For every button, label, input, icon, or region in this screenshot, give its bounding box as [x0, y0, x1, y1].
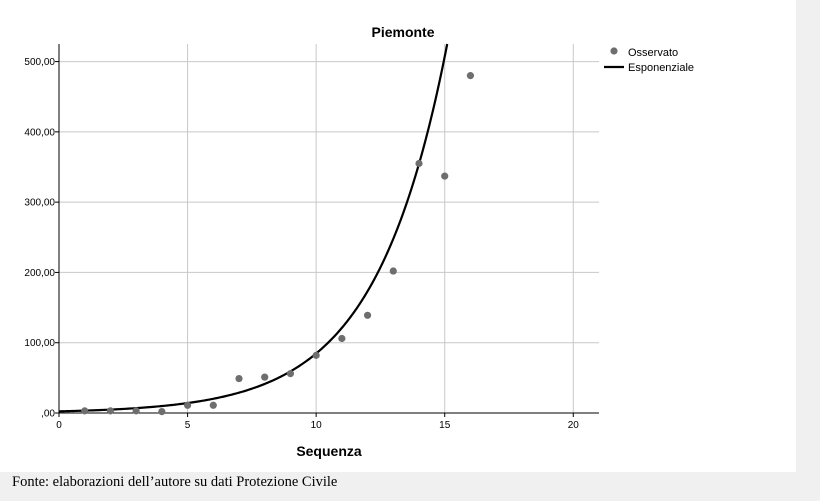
y-tick-label: ,00: [41, 409, 55, 420]
y-tick-label: 500,00: [24, 57, 55, 68]
y-tick-label: 400,00: [24, 127, 55, 138]
fit-curve: [58, 43, 449, 413]
chart-title: Piemonte: [371, 24, 434, 40]
x-tick-label: 0: [56, 420, 62, 431]
data-point: [158, 407, 166, 416]
data-point: [466, 72, 475, 80]
data-point: [106, 407, 115, 415]
y-tick-label: 100,00: [24, 338, 55, 349]
x-tick-label: 5: [185, 420, 191, 431]
x-axis-label: Sequenza: [296, 443, 362, 459]
data-point: [132, 407, 140, 415]
grid-lines: [59, 44, 599, 413]
data-point: [441, 172, 449, 180]
data-point: [235, 374, 243, 383]
data-point: [389, 267, 397, 275]
legend-label-osservato: Osservato: [628, 47, 678, 59]
data-point: [338, 334, 346, 343]
data-point: [286, 370, 295, 378]
legend-marker-osservato: [610, 47, 618, 55]
chart-panel: Piemonte ,00 100,00 200,00 300,00 400,00 500,…: [0, 0, 796, 472]
data-point: [415, 159, 423, 168]
source-caption: Fonte: elaborazioni dell’autore su dati …: [12, 474, 338, 490]
data-point: [209, 401, 217, 409]
x-tick-label: 15: [439, 420, 451, 431]
axes: ,00 100,00 200,00 300,00 400,00 500,00 0 5 10 15 2…: [24, 44, 599, 431]
data-point: [261, 373, 269, 381]
data-point: [81, 407, 89, 415]
legend: Osservato Esponenziale: [604, 47, 694, 74]
data-point: [312, 351, 320, 359]
y-tick-label: 200,00: [24, 268, 55, 279]
x-tick-label: 10: [311, 420, 323, 431]
observed-points-layer: [81, 72, 475, 416]
fit-curve-layer: [58, 43, 449, 413]
legend-label-esponenziale: Esponenziale: [628, 62, 694, 74]
exponential-fit-chart: Piemonte ,00 100,00 200,00 300,00 400,00 500,…: [24, 24, 694, 459]
x-tick-label: 20: [568, 420, 580, 431]
data-point: [363, 311, 372, 319]
data-point: [183, 401, 192, 409]
y-tick-label: 300,00: [24, 198, 55, 209]
